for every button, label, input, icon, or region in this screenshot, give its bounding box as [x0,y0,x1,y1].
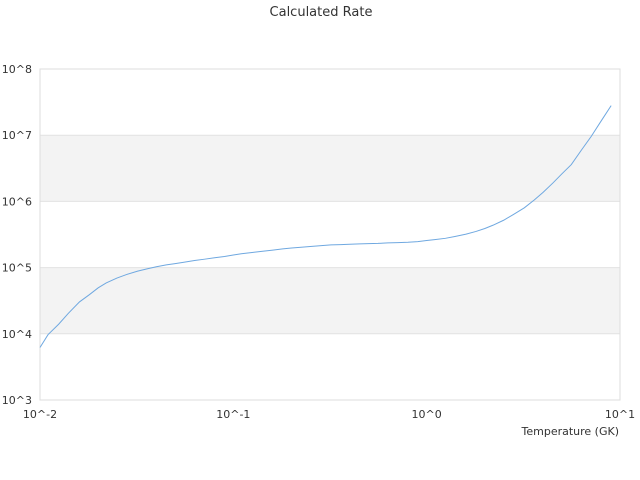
x-axis-label: Temperature (GK) [521,425,620,438]
series-layer [39,105,612,348]
x-tick-label: 10^0 [412,408,442,421]
y-tick-label: 10^6 [2,195,32,208]
x-tick-label: 10^-2 [23,408,57,421]
y-tick-label: 10^8 [2,63,32,76]
plot-band [40,267,620,334]
x-axis-ticks: 10^-2 10^-1 10^0 10^1 [23,408,635,421]
plot-bands [40,135,620,334]
series-line [39,105,612,348]
y-tick-label: 10^7 [2,129,32,142]
y-tick-label: 10^4 [2,328,32,341]
y-tick-label: 10^5 [2,262,32,275]
gridlines [40,68,620,401]
x-tick-label: 10^-1 [216,408,250,421]
plot-band [40,135,620,202]
plot-area-border [39,68,621,401]
y-tick-label: 10^3 [2,394,32,407]
x-tick-label: 10^1 [605,408,635,421]
chart-title: Calculated Rate [270,5,373,20]
y-axis-ticks: 10^3 10^4 10^5 10^6 10^7 10^8 [2,63,32,407]
